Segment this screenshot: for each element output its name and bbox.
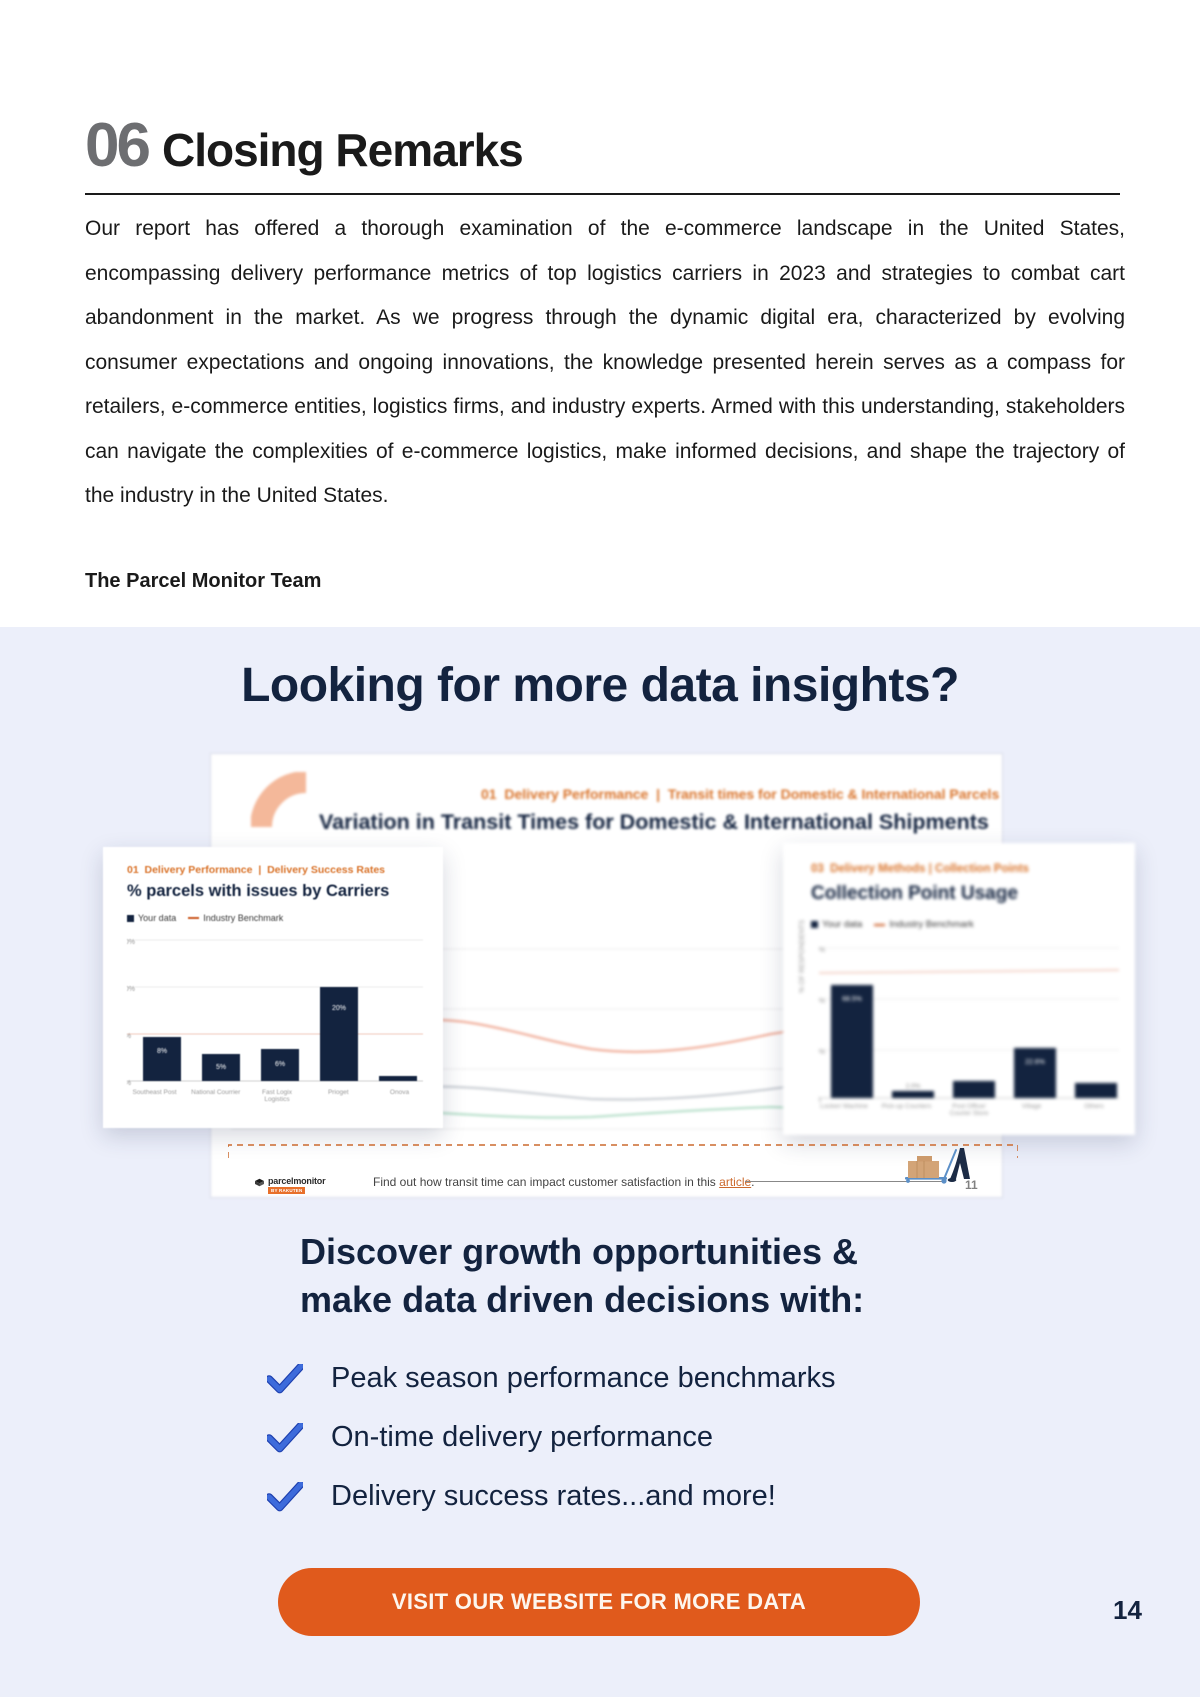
- svg-text:20%: 20%: [127, 939, 135, 946]
- svg-text:10%: 10%: [819, 1049, 825, 1056]
- svg-text:5%: 5%: [127, 1033, 131, 1040]
- svg-text:68.5%: 68.5%: [842, 996, 862, 1003]
- svg-text:5%: 5%: [216, 1064, 226, 1071]
- svg-text:7.5%: 7.5%: [1088, 1074, 1104, 1081]
- svg-text:2.0%: 2.0%: [906, 1083, 921, 1090]
- svg-text:20%: 20%: [819, 947, 825, 954]
- svg-text:22.6%: 22.6%: [1025, 1059, 1045, 1066]
- svg-text:20%: 20%: [332, 1005, 346, 1012]
- svg-text:8.5%: 8.5%: [966, 1072, 982, 1079]
- svg-text:0%: 0%: [127, 1080, 131, 1085]
- svg-text:15%: 15%: [819, 998, 825, 1005]
- svg-text:6%: 6%: [275, 1061, 285, 1068]
- svg-text:10%: 10%: [127, 986, 135, 993]
- svg-text:8%: 8%: [157, 1048, 167, 1055]
